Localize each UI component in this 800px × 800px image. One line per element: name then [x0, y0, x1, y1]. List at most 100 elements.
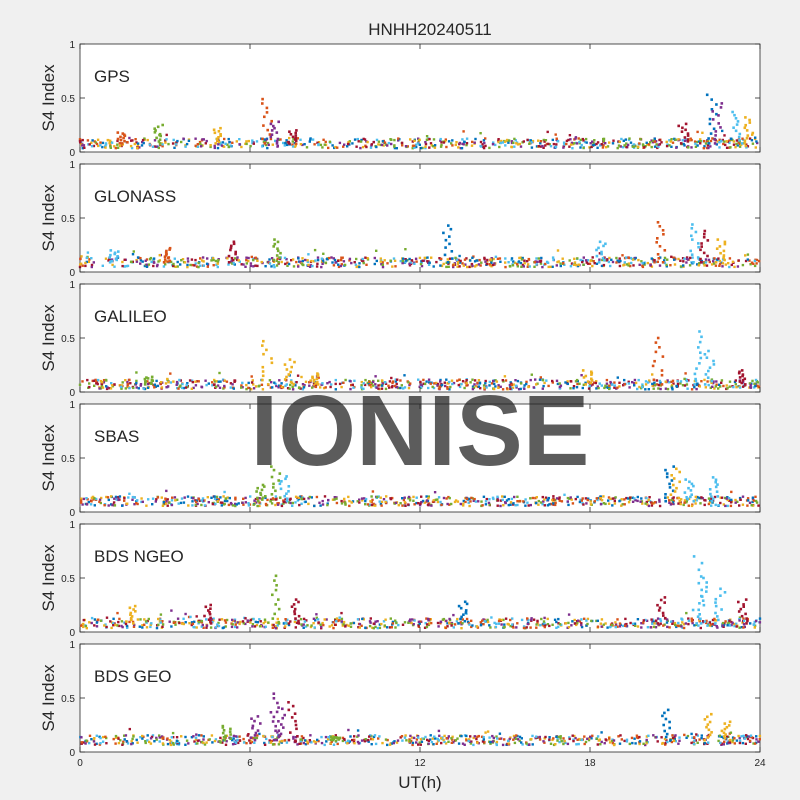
data-point [749, 734, 753, 737]
data-point [651, 382, 654, 386]
data-point [385, 495, 388, 498]
scatter-spikes [255, 465, 720, 503]
data-point [691, 256, 694, 259]
data-point [734, 501, 737, 504]
spike-point [261, 344, 264, 347]
spike-point [457, 622, 460, 625]
data-point [124, 379, 127, 382]
data-point [732, 140, 736, 143]
data-point [201, 138, 204, 141]
spike-point [714, 261, 718, 264]
data-point [139, 383, 143, 386]
data-point [741, 741, 745, 745]
data-point [191, 497, 195, 500]
data-point [716, 626, 719, 629]
data-point [166, 742, 170, 746]
data-point [128, 620, 131, 624]
spike-point [266, 128, 269, 132]
data-point [321, 503, 325, 506]
spike-point [234, 252, 237, 256]
data-point [680, 625, 683, 628]
data-point [503, 738, 506, 741]
spike-point [657, 257, 661, 260]
spike-point [590, 378, 594, 382]
data-point [98, 735, 101, 738]
spike-point [656, 622, 660, 625]
data-point [650, 504, 654, 507]
data-point [735, 622, 738, 625]
data-point [668, 626, 671, 629]
data-point [580, 738, 584, 742]
data-point [266, 146, 269, 150]
data-point [676, 382, 680, 386]
data-point [299, 738, 302, 741]
spike-point [269, 122, 273, 126]
data-point [604, 622, 607, 625]
data-point [195, 733, 198, 736]
data-point [519, 145, 523, 148]
data-point [110, 141, 114, 144]
spike-point [275, 142, 279, 145]
data-point [395, 382, 398, 386]
data-point [344, 503, 347, 506]
data-point [721, 138, 724, 142]
data-point [700, 380, 703, 383]
data-point [247, 256, 250, 260]
data-point [741, 381, 745, 384]
data-point [256, 621, 259, 624]
data-point [529, 497, 532, 500]
data-point [294, 495, 298, 498]
data-point [490, 257, 493, 260]
data-point [305, 146, 309, 149]
data-point [292, 137, 295, 140]
data-point [695, 499, 698, 502]
data-point [717, 387, 720, 390]
data-point [215, 263, 218, 266]
data-point [112, 737, 115, 741]
data-point [713, 262, 716, 265]
data-point [711, 137, 714, 140]
data-point [489, 742, 492, 745]
data-point [685, 256, 689, 259]
data-point [488, 498, 491, 501]
data-point [330, 256, 333, 259]
data-point [202, 138, 205, 141]
data-point [474, 385, 478, 388]
data-point [551, 381, 554, 384]
data-point [322, 623, 325, 627]
data-point [190, 379, 194, 382]
data-point [425, 495, 428, 498]
data-point [317, 621, 320, 624]
data-point [514, 379, 517, 382]
spike-point [287, 373, 291, 376]
data-point [236, 621, 240, 624]
data-point [430, 144, 433, 147]
data-point [203, 504, 207, 507]
spike-point [668, 482, 671, 486]
data-point [297, 257, 300, 260]
data-point [516, 503, 519, 507]
data-point [146, 382, 150, 386]
data-point [343, 737, 346, 741]
data-point [726, 622, 730, 625]
data-point [105, 742, 108, 745]
data-point [623, 263, 626, 266]
data-point [184, 386, 188, 389]
data-point [408, 739, 412, 743]
spike-point [665, 472, 669, 475]
data-point [317, 143, 320, 146]
data-point [566, 496, 570, 500]
data-point [511, 386, 515, 389]
data-point [707, 502, 711, 506]
data-point [93, 624, 96, 627]
data-point [155, 379, 158, 383]
data-point [353, 379, 356, 382]
data-point [123, 734, 126, 737]
data-point [194, 503, 197, 507]
panel-label: GLONASS [94, 187, 176, 206]
data-point [410, 736, 414, 739]
data-point [389, 259, 392, 262]
data-point [665, 265, 668, 268]
data-point [399, 736, 402, 739]
spike-point [221, 724, 225, 728]
